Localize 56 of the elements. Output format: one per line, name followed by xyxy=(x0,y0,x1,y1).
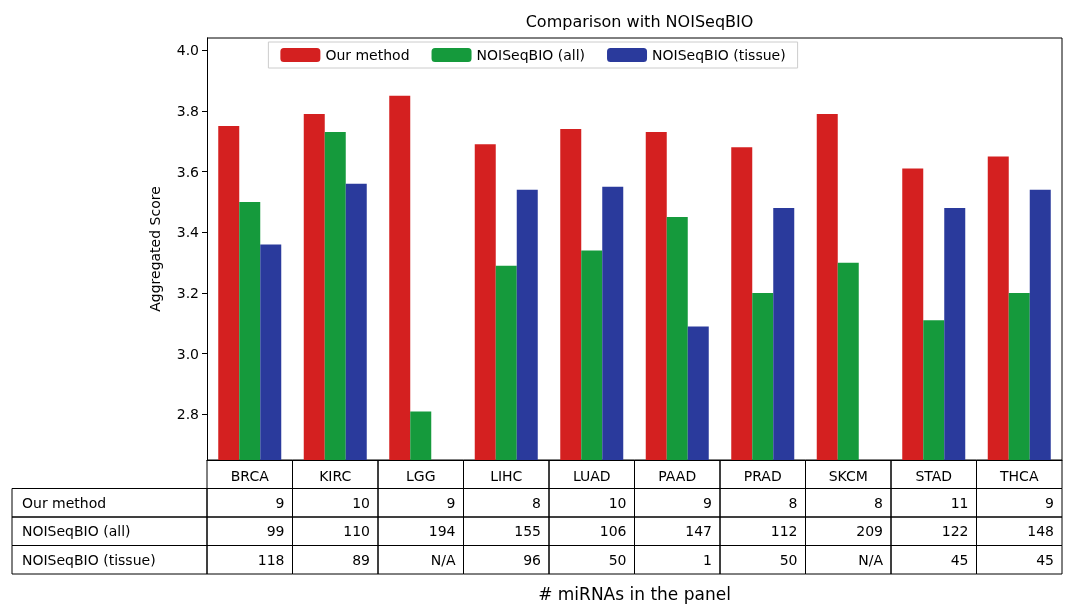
y-tick-label: 3.6 xyxy=(176,163,200,180)
text: 155 xyxy=(514,523,541,540)
text: 110 xyxy=(343,523,370,540)
x-tick-label: SKCM xyxy=(828,468,868,484)
text: 147 xyxy=(685,523,712,540)
text: N/A xyxy=(430,551,456,568)
x-tick-label: LUAD xyxy=(572,468,611,484)
x-tick-label: PRAD xyxy=(743,468,782,484)
text: 8 xyxy=(532,494,541,511)
text: NOISeqBIO (tissue) xyxy=(22,551,156,568)
text: 9 xyxy=(1045,494,1054,511)
y-tick-label: 3.2 xyxy=(176,285,199,302)
x-tick-label: THCA xyxy=(999,468,1039,484)
x-tick-label: LIHC xyxy=(490,468,523,484)
text: 9 xyxy=(275,494,285,511)
text: 194 xyxy=(428,523,456,540)
text: 9 xyxy=(446,494,456,511)
legend-label: NOISeqBIO (tissue) xyxy=(652,47,786,63)
text: 112 xyxy=(770,523,798,540)
text: 96 xyxy=(523,551,542,568)
x-tick-label: BRCA xyxy=(230,468,270,484)
text: 8 xyxy=(788,494,798,511)
text: 11 xyxy=(950,494,969,511)
text: Our method xyxy=(22,494,107,511)
text: 118 xyxy=(257,551,285,568)
chart-title: Comparison with NOISeqBIO xyxy=(525,11,754,31)
x-tick-label: LGG xyxy=(406,468,436,484)
text: 10 xyxy=(608,494,627,511)
text: # miRNAs in the panel xyxy=(538,584,731,604)
text: 10 xyxy=(352,494,370,511)
legend-label: Our method xyxy=(325,47,410,63)
text: 45 xyxy=(950,551,969,568)
y-tick-label: 3.0 xyxy=(176,345,199,362)
text: 8 xyxy=(874,494,883,511)
x-tick-label: STAD xyxy=(915,468,953,484)
legend-label: NOISeqBIO (all) xyxy=(476,47,586,63)
y-axis-title: Aggregated Score xyxy=(147,186,163,312)
text: 89 xyxy=(352,551,370,568)
text: 1 xyxy=(703,551,712,568)
text: 50 xyxy=(608,551,627,568)
text: 122 xyxy=(941,523,969,540)
text: 209 xyxy=(856,523,883,540)
x-tick-label: PAAD xyxy=(658,468,697,484)
text: N/A xyxy=(858,551,884,568)
y-tick-label: 2.8 xyxy=(176,406,199,423)
text: 148 xyxy=(1027,523,1054,540)
text: 106 xyxy=(599,523,627,540)
y-tick-label: 3.4 xyxy=(176,224,200,241)
text: 45 xyxy=(1036,551,1054,568)
y-tick-label: 3.8 xyxy=(176,102,199,119)
text: 50 xyxy=(779,551,798,568)
text: NOISeqBIO (all) xyxy=(22,523,131,540)
y-tick-label: 4.0 xyxy=(176,42,199,59)
x-tick-label: KIRC xyxy=(319,468,352,484)
text: 99 xyxy=(266,523,285,540)
text: 9 xyxy=(703,494,712,511)
